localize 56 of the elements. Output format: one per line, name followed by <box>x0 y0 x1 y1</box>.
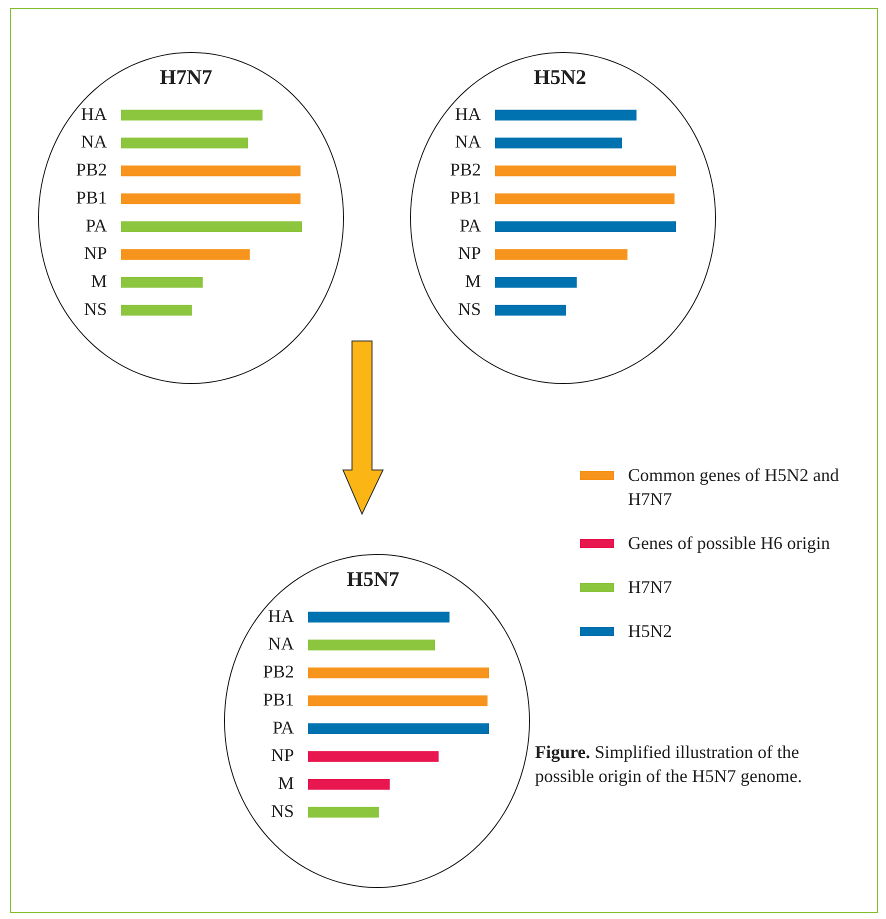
y-tick-label: PB2 <box>76 160 108 180</box>
y-tick-label: PA <box>86 215 108 236</box>
chart-title: H5N7 <box>346 567 400 592</box>
bar <box>495 110 637 120</box>
bar <box>495 193 675 204</box>
bar <box>308 668 489 678</box>
y-tick-label: PB1 <box>262 689 294 710</box>
y-tick-label: HA <box>455 104 482 124</box>
y-tick-label: NA <box>268 634 294 654</box>
bar <box>121 166 301 176</box>
y-tick-label: PB1 <box>450 187 482 208</box>
y-tick-label: NS <box>84 298 108 319</box>
bar <box>121 221 302 232</box>
legend-label: H5N2 <box>628 620 672 643</box>
y-tick-label: NP <box>458 243 482 264</box>
text: Figure. Simplified illustration of the possible origin of the H5N7 genome. <box>535 741 803 788</box>
y-tick-label: M <box>278 773 294 794</box>
y-tick-label: PB1 <box>76 187 108 208</box>
bar <box>121 193 301 204</box>
bar <box>308 779 390 790</box>
bar <box>121 110 263 120</box>
y-tick-label: NS <box>458 298 482 319</box>
bar <box>308 695 488 706</box>
chart-title: H5N2 <box>534 65 586 90</box>
bar <box>495 249 628 260</box>
bar <box>308 806 379 818</box>
y-tick-label: HA <box>268 606 294 626</box>
bar <box>495 221 676 232</box>
legend-label: H7N7 <box>628 576 672 599</box>
bar <box>308 723 489 734</box>
y-tick-label: NP <box>271 745 294 766</box>
y-tick-label: NA <box>81 132 108 152</box>
legend-label: Genes of possible H6 origin <box>628 532 830 555</box>
legend-label: Common genes of H5N2 and H7N7 <box>628 464 840 511</box>
chart-title: H7N7 <box>160 65 212 90</box>
y-tick-label: PA <box>272 717 294 738</box>
y-tick-label: NA <box>455 132 482 152</box>
y-tick-label: M <box>465 271 482 292</box>
y-tick-label: PB2 <box>450 160 482 180</box>
bar <box>495 138 622 148</box>
bar <box>308 612 450 622</box>
y-tick-label: NS <box>271 800 294 821</box>
y-tick-label: HA <box>81 104 108 124</box>
bar <box>308 640 436 650</box>
bar <box>121 304 192 316</box>
bar <box>308 751 439 762</box>
bar <box>495 304 566 316</box>
bar <box>121 277 203 288</box>
bar <box>495 277 577 288</box>
y-tick-label: NP <box>84 243 108 264</box>
y-tick-label: PA <box>460 215 482 236</box>
bar <box>121 138 248 148</box>
y-tick-label: M <box>91 271 108 292</box>
bar <box>121 249 250 260</box>
y-tick-label: PB2 <box>262 662 294 682</box>
bar <box>495 166 676 176</box>
